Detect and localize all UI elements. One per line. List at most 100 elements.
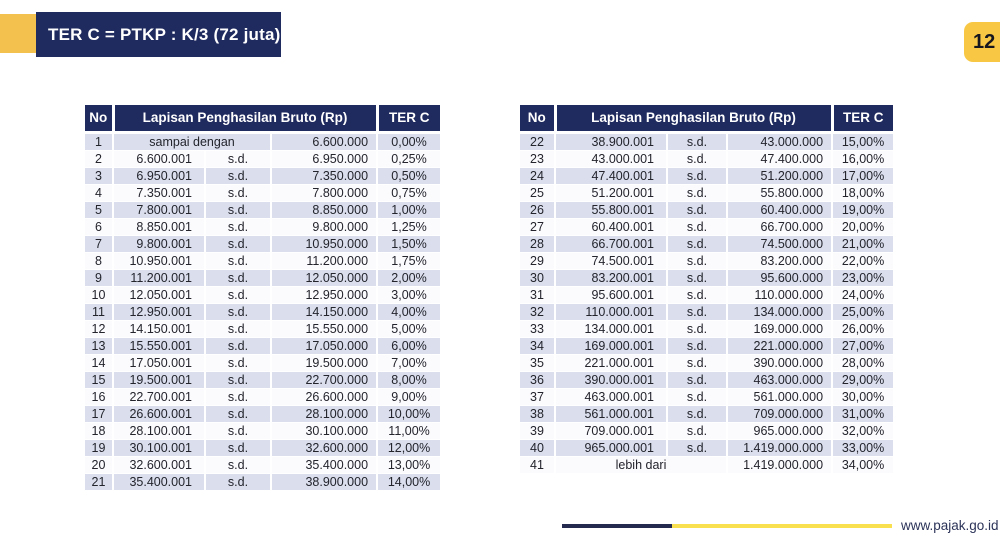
table-cell: 25	[520, 183, 555, 201]
table-row: 21 35.400.001 s.d. 38.900.000 14,00%	[85, 472, 441, 490]
table-cell: 29	[520, 251, 555, 269]
table-cell: 0,75%	[376, 183, 441, 201]
table-row: 10 12.050.001 s.d. 12.950.000 3,00%	[85, 285, 441, 303]
table-cell: 965.000.001	[554, 438, 667, 456]
table-cell: 1,50%	[376, 234, 441, 252]
table-cell: 6,00%	[376, 336, 441, 354]
table-cell: 221.000.000	[725, 336, 833, 354]
table-cell: 83.200.001	[554, 268, 667, 286]
table-cell: 40	[520, 438, 555, 456]
table-cell: lebih dari	[554, 455, 727, 473]
table-cell: 38.900.001	[554, 131, 667, 150]
table-cell: 35	[520, 353, 555, 371]
table-cell: 14.150.000	[269, 302, 378, 320]
table-cell: s.d.	[666, 438, 727, 456]
footer-divider	[562, 524, 892, 528]
table-row: 36 390.000.001 s.d. 463.000.000 29,00%	[520, 370, 894, 388]
table-cell: 9.800.001	[112, 234, 205, 252]
table-cell: 14,00%	[376, 472, 441, 490]
table-cell: s.d.	[666, 285, 727, 303]
table-cell: 13	[85, 336, 113, 354]
table-cell: 47.400.001	[554, 166, 667, 184]
table-cell: 15.550.001	[112, 336, 205, 354]
table-cell: 38.900.000	[269, 472, 378, 490]
table-cell: s.d.	[666, 166, 727, 184]
table-cell: 39	[520, 421, 555, 439]
table-cell: 15	[85, 370, 113, 388]
table-row: 17 26.600.001 s.d. 28.100.000 10,00%	[85, 404, 441, 422]
table-cell: s.d.	[204, 183, 271, 201]
table-cell: 8	[85, 251, 113, 269]
table-cell: 27	[520, 217, 555, 235]
table-cell: s.d.	[666, 370, 727, 388]
table-cell: 390.000.000	[725, 353, 833, 371]
table-cell: s.d.	[204, 319, 271, 337]
table-cell: 11,00%	[376, 421, 441, 439]
table-row: 1 sampai dengan 6.600.000 0,00%	[85, 131, 441, 150]
table-cell: 30	[520, 268, 555, 286]
table-cell: 2	[85, 149, 113, 167]
table-cell: 169.000.001	[554, 336, 667, 354]
table-cell: s.d.	[666, 387, 727, 405]
table-cell: 390.000.001	[554, 370, 667, 388]
table-row: 2 6.600.001 s.d. 6.950.000 0,25%	[85, 149, 441, 167]
table-cell: s.d.	[204, 336, 271, 354]
table-cell: 7.800.000	[269, 183, 378, 201]
table-cell: 10,00%	[376, 404, 441, 422]
table-row: 7 9.800.001 s.d. 10.950.000 1,50%	[85, 234, 441, 252]
table-cell: 83.200.000	[725, 251, 833, 269]
table-cell: 26,00%	[831, 319, 894, 337]
table-cell: 55.800.000	[725, 183, 833, 201]
table-header-row: No Lapisan Penghasilan Bruto (Rp) TER C	[520, 105, 894, 134]
column-header-bracket: Lapisan Penghasilan Bruto (Rp)	[111, 105, 379, 134]
table-cell: 8.850.001	[112, 217, 205, 235]
table-row: 15 19.500.001 s.d. 22.700.000 8,00%	[85, 370, 441, 388]
table-cell: 9	[85, 268, 113, 286]
table-cell: 1,00%	[376, 200, 441, 218]
table-cell: 22,00%	[831, 251, 894, 269]
table-row: 27 60.400.001 s.d. 66.700.000 20,00%	[520, 217, 894, 235]
table-cell: 27,00%	[831, 336, 894, 354]
table-cell: 12.950.000	[269, 285, 378, 303]
table-row: 34 169.000.001 s.d. 221.000.000 27,00%	[520, 336, 894, 354]
table-cell: 4	[85, 183, 113, 201]
table-cell: 24,00%	[831, 285, 894, 303]
table-row: 28 66.700.001 s.d. 74.500.000 21,00%	[520, 234, 894, 252]
table-cell: 33	[520, 319, 555, 337]
table-cell: 20	[85, 455, 113, 473]
table-cell: 19,00%	[831, 200, 894, 218]
table-cell: 6.600.001	[112, 149, 205, 167]
table-cell: 11.200.001	[112, 268, 205, 286]
table-cell: 15.550.000	[269, 319, 378, 337]
table-row: 22 38.900.001 s.d. 43.000.000 15,00%	[520, 131, 894, 150]
table-cell: 561.000.000	[725, 387, 833, 405]
table-cell: s.d.	[204, 166, 271, 184]
table-cell: 1.419.000.000	[725, 438, 833, 456]
table-cell: 19.500.000	[269, 353, 378, 371]
table-cell: 30,00%	[831, 387, 894, 405]
title-accent-tab	[0, 14, 36, 53]
table-cell: 20,00%	[831, 217, 894, 235]
table-cell: s.d.	[666, 353, 727, 371]
table-row: 31 95.600.001 s.d. 110.000.000 24,00%	[520, 285, 894, 303]
table-row: 30 83.200.001 s.d. 95.600.000 23,00%	[520, 268, 894, 286]
table-cell: 38	[520, 404, 555, 422]
table-cell: 31	[520, 285, 555, 303]
table-cell: 35.400.000	[269, 455, 378, 473]
table-row: 23 43.000.001 s.d. 47.400.000 16,00%	[520, 149, 894, 167]
table-cell: s.d.	[666, 183, 727, 201]
table-cell: s.d.	[204, 149, 271, 167]
table-cell: 26.600.001	[112, 404, 205, 422]
table-row: 35 221.000.001 s.d. 390.000.000 28,00%	[520, 353, 894, 371]
table-row: 4 7.350.001 s.d. 7.800.000 0,75%	[85, 183, 441, 201]
table-cell: 43.000.001	[554, 149, 667, 167]
column-header-no: No	[85, 105, 113, 134]
table-cell: 19.500.001	[112, 370, 205, 388]
table-cell: 34,00%	[831, 455, 894, 473]
table-cell: 14	[85, 353, 113, 371]
column-header-bracket: Lapisan Penghasilan Bruto (Rp)	[553, 105, 834, 134]
column-header-rate: TER C	[832, 105, 894, 134]
table-cell: 4,00%	[376, 302, 441, 320]
table-cell: 26.600.000	[269, 387, 378, 405]
table-cell: s.d.	[666, 251, 727, 269]
